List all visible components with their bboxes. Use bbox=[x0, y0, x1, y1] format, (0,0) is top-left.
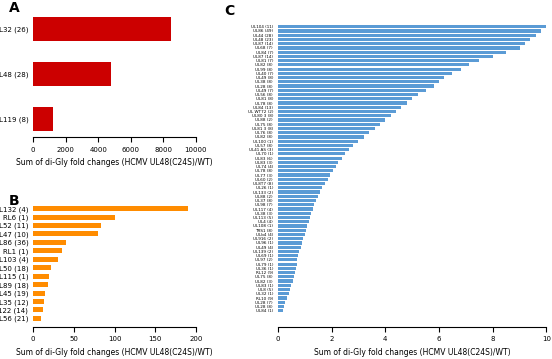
Bar bbox=[278, 140, 358, 143]
Bar bbox=[33, 274, 49, 279]
Bar bbox=[33, 232, 98, 237]
Bar bbox=[278, 29, 541, 33]
Bar bbox=[278, 267, 296, 270]
Bar bbox=[278, 186, 322, 190]
Bar bbox=[278, 279, 293, 283]
Bar bbox=[278, 250, 299, 253]
Bar bbox=[278, 173, 330, 177]
Bar bbox=[33, 61, 112, 87]
Bar bbox=[278, 161, 338, 164]
Bar bbox=[278, 233, 305, 236]
Bar bbox=[33, 223, 100, 228]
Bar bbox=[278, 114, 391, 117]
Bar bbox=[278, 309, 283, 312]
Bar bbox=[278, 89, 426, 92]
Bar bbox=[278, 229, 306, 232]
Bar bbox=[278, 135, 364, 139]
X-axis label: Sum of di-Gly fold changes (HCMV UL48(C24S)/WT): Sum of di-Gly fold changes (HCMV UL48(C2… bbox=[314, 348, 511, 357]
Bar bbox=[278, 224, 307, 228]
Bar bbox=[278, 110, 396, 113]
X-axis label: Sum of di-Gly fold changes (HCMV UL48(C24S)/WT): Sum of di-Gly fold changes (HCMV UL48(C2… bbox=[16, 348, 213, 357]
Bar bbox=[278, 34, 536, 37]
Bar bbox=[278, 284, 291, 287]
X-axis label: Sum of di-Gly fold changes (HCMV UL48(C24S)/WT): Sum of di-Gly fold changes (HCMV UL48(C2… bbox=[16, 158, 213, 167]
Bar bbox=[278, 178, 327, 181]
Bar bbox=[278, 203, 314, 206]
Bar bbox=[278, 84, 434, 88]
Bar bbox=[278, 72, 453, 75]
Text: A: A bbox=[9, 1, 19, 15]
Bar bbox=[278, 123, 380, 126]
Bar bbox=[33, 316, 41, 321]
Bar bbox=[278, 220, 309, 223]
Bar bbox=[278, 292, 289, 295]
Bar bbox=[278, 46, 519, 50]
Bar bbox=[278, 216, 310, 219]
Bar bbox=[278, 275, 294, 279]
Bar bbox=[33, 215, 114, 220]
Text: B: B bbox=[9, 194, 19, 208]
Bar bbox=[278, 301, 285, 304]
Bar bbox=[278, 38, 530, 41]
Bar bbox=[278, 208, 313, 211]
Bar bbox=[278, 131, 369, 134]
Bar bbox=[33, 107, 52, 131]
Bar bbox=[278, 199, 316, 202]
Bar bbox=[278, 152, 345, 155]
Bar bbox=[33, 290, 45, 295]
Bar bbox=[278, 157, 342, 160]
Bar bbox=[278, 305, 284, 308]
Bar bbox=[278, 237, 304, 240]
Bar bbox=[278, 297, 287, 300]
Bar bbox=[278, 106, 401, 109]
Bar bbox=[33, 257, 57, 262]
Bar bbox=[278, 182, 325, 185]
Bar bbox=[33, 248, 62, 253]
Bar bbox=[278, 97, 412, 101]
Bar bbox=[278, 55, 493, 58]
Bar bbox=[278, 118, 385, 122]
Bar bbox=[278, 42, 525, 45]
Bar bbox=[278, 262, 296, 266]
Bar bbox=[278, 195, 318, 198]
Bar bbox=[278, 191, 320, 194]
Bar bbox=[33, 299, 44, 304]
Bar bbox=[278, 165, 336, 168]
Bar bbox=[278, 258, 298, 261]
Bar bbox=[278, 148, 349, 151]
Bar bbox=[278, 67, 460, 71]
Bar bbox=[278, 288, 290, 291]
Bar bbox=[33, 282, 48, 287]
Bar bbox=[278, 93, 417, 96]
Bar bbox=[278, 25, 546, 28]
Bar bbox=[278, 76, 444, 79]
Bar bbox=[278, 80, 439, 83]
Bar bbox=[33, 240, 66, 245]
Bar bbox=[33, 307, 43, 312]
Bar bbox=[278, 254, 298, 257]
Bar bbox=[278, 63, 469, 66]
Bar bbox=[278, 169, 333, 172]
Bar bbox=[33, 265, 51, 270]
Bar bbox=[278, 51, 506, 54]
Bar bbox=[278, 102, 407, 104]
Bar bbox=[33, 206, 188, 211]
Text: C: C bbox=[224, 4, 235, 18]
Bar bbox=[278, 271, 295, 274]
Bar bbox=[278, 241, 302, 244]
Bar bbox=[278, 212, 311, 215]
Bar bbox=[278, 127, 375, 130]
Bar bbox=[278, 59, 479, 62]
Bar bbox=[278, 246, 301, 249]
Bar bbox=[278, 144, 353, 147]
Bar bbox=[33, 17, 172, 41]
